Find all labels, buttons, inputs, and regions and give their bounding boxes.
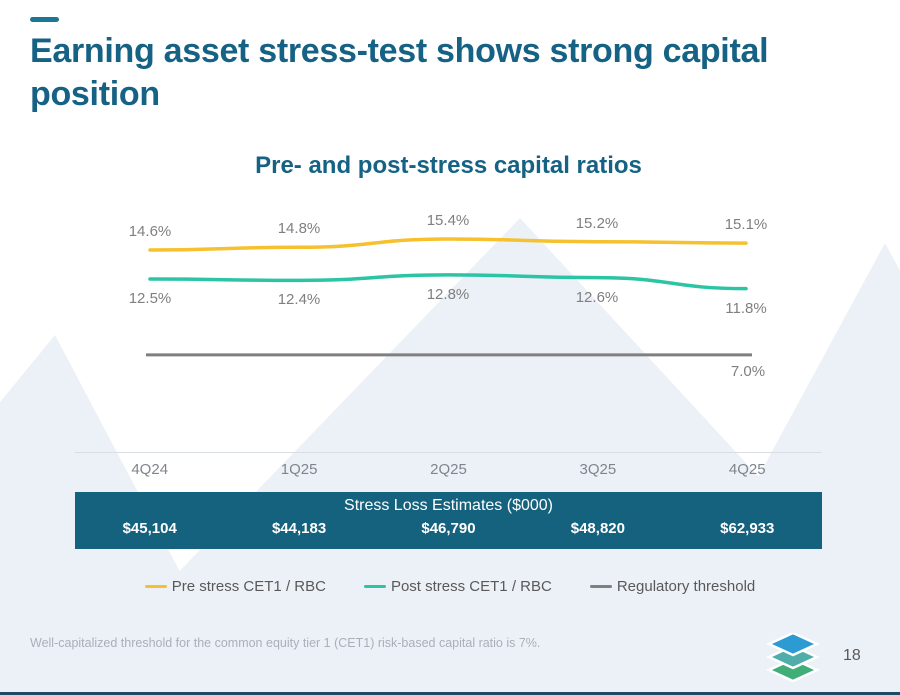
x-axis-label: 2Q25 bbox=[430, 461, 467, 478]
legend-item: Regulatory threshold bbox=[589, 578, 756, 595]
page-number: 18 bbox=[843, 647, 861, 664]
data-label: 15.2% bbox=[575, 214, 619, 232]
data-label: 14.6% bbox=[128, 223, 172, 241]
data-label: 15.1% bbox=[724, 216, 768, 234]
chart-title: Pre- and post-stress capital ratios bbox=[255, 152, 642, 179]
legend-swatch-icon bbox=[589, 585, 612, 588]
background-triangle-right bbox=[640, 243, 900, 695]
data-label: 12.4% bbox=[277, 291, 321, 309]
pre-stress-line bbox=[148, 237, 748, 252]
data-label: 14.8% bbox=[277, 220, 321, 238]
legend-item: Pre stress CET1 / RBC bbox=[144, 578, 326, 595]
legend-item: Post stress CET1 / RBC bbox=[363, 578, 552, 595]
legend-label: Regulatory threshold bbox=[616, 578, 756, 595]
x-axis-label: 1Q25 bbox=[280, 461, 318, 478]
stress-loss-table: Stress Loss Estimates ($000) $45,104 $44,… bbox=[75, 492, 822, 549]
page-title: Earning asset stress-test shows strong c… bbox=[30, 32, 769, 114]
x-axis-labels: 4Q24 1Q25 2Q25 3Q25 4Q25 bbox=[75, 461, 822, 478]
accent-dash bbox=[30, 17, 59, 22]
logo-layers bbox=[765, 633, 821, 683]
stress-loss-table-values: $45,104 $44,183 $46,790 $48,820 $62,933 bbox=[75, 520, 822, 537]
data-label: 15.4% bbox=[426, 211, 470, 229]
data-label: 12.5% bbox=[128, 290, 172, 307]
stress-loss-value: $62,933 bbox=[720, 520, 775, 537]
stress-loss-value: $44,183 bbox=[271, 520, 327, 537]
stress-loss-value: $46,790 bbox=[421, 520, 476, 537]
chart-legend: Pre stress CET1 / RBC Post stress CET1 / … bbox=[0, 578, 900, 595]
legend-swatch-icon bbox=[363, 585, 386, 588]
x-axis-label: 4Q24 bbox=[131, 461, 169, 478]
legend-label: Pre stress CET1 / RBC bbox=[171, 578, 326, 595]
data-label: 12.6% bbox=[575, 288, 619, 306]
x-axis-label: 4Q25 bbox=[728, 461, 766, 478]
data-label: 11.8% bbox=[725, 299, 767, 317]
post-stress-line bbox=[148, 273, 748, 291]
background-triangle-center bbox=[60, 218, 900, 695]
stress-loss-value: $45,104 bbox=[122, 520, 177, 537]
data-label: 7.0% bbox=[730, 362, 766, 380]
footnote: Well-capitalized threshold for the commo… bbox=[30, 636, 541, 650]
x-axis-line bbox=[75, 452, 822, 453]
legend-swatch-icon bbox=[144, 585, 167, 588]
data-label: 12.8% bbox=[426, 285, 470, 303]
stacked-layers-logo bbox=[765, 633, 821, 683]
stress-loss-table-title: Stress Loss Estimates ($000) bbox=[344, 497, 553, 514]
x-axis-label: 3Q25 bbox=[579, 461, 617, 478]
bottom-edge-bar bbox=[0, 692, 900, 695]
stress-loss-value: $48,820 bbox=[570, 520, 625, 537]
legend-label: Post stress CET1 / RBC bbox=[390, 578, 552, 595]
